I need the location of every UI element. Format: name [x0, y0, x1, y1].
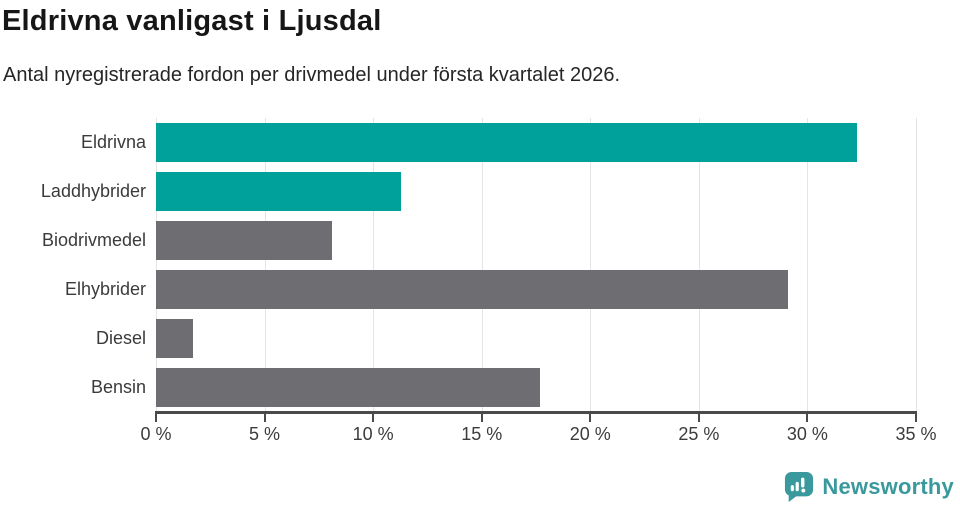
x-tick-15	[480, 414, 483, 422]
newsworthy-logo[interactable]: Newsworthy	[784, 471, 954, 502]
bar-row-bensin	[156, 363, 916, 412]
gridline-30	[807, 118, 809, 412]
x-tick-label-10: 10 %	[352, 424, 394, 444]
bar-bensin	[156, 368, 541, 407]
x-tick-25	[697, 414, 700, 422]
x-tick-30	[806, 414, 809, 422]
x-tick-label-15: 15 %	[461, 424, 503, 444]
chart-subtitle: Antal nyregistrerade fordon per drivmede…	[3, 64, 621, 86]
x-tick-label-0: 0 %	[140, 424, 172, 444]
newsworthy-icon	[784, 471, 814, 502]
category-axis: Eldrivna Laddhybrider Biodrivmedel Elhybrid…	[0, 118, 146, 412]
plot-area	[156, 118, 917, 412]
bar-diesel	[156, 319, 193, 358]
bar-row-eldrivna	[156, 118, 916, 167]
bar-row-laddhybrider	[156, 167, 916, 216]
bar-laddhybrider	[156, 172, 402, 211]
x-tick-label-20: 20 %	[569, 424, 611, 444]
gridline-0	[156, 118, 157, 412]
x-tick-35	[915, 414, 917, 422]
x-tick-label-5: 5 %	[249, 424, 281, 444]
bar-row-biodrivmedel	[156, 216, 916, 265]
bar-row-diesel	[156, 314, 916, 363]
gridline-5	[264, 118, 266, 412]
category-label-biodrivmedel: Biodrivmedel	[41, 230, 146, 250]
x-tick-20	[589, 414, 592, 422]
x-axis-line	[155, 411, 917, 414]
x-tick-5	[263, 414, 266, 422]
category-label-bensin: Bensin	[90, 377, 146, 397]
gridline-25	[698, 118, 700, 412]
category-label-diesel: Diesel	[95, 328, 146, 348]
gridline-35	[916, 118, 917, 412]
x-tick-0	[155, 414, 157, 422]
x-tick-label-35: 35 %	[895, 424, 937, 444]
category-label-elhybrider: Elhybrider	[64, 279, 146, 299]
category-label-eldrivna: Eldrivna	[80, 132, 146, 152]
gridline-10	[373, 118, 375, 412]
x-tick-label-30: 30 %	[786, 424, 828, 444]
bar-chart: Eldrivna Laddhybrider Biodrivmedel Elhybrid…	[0, 118, 960, 458]
bar-eldrivna	[156, 123, 858, 162]
x-tick-10	[372, 414, 375, 422]
category-label-laddhybrider: Laddhybrider	[40, 181, 146, 201]
x-tick-label-25: 25 %	[678, 424, 720, 444]
bar-row-elhybrider	[156, 265, 916, 314]
gridline-20	[590, 118, 592, 412]
bar-biodrivmedel	[156, 221, 332, 260]
gridline-15	[481, 118, 483, 412]
page-title: Eldrivna vanligast i Ljusdal	[2, 5, 382, 37]
bar-elhybrider	[156, 270, 788, 309]
newsworthy-logo-text: Newsworthy	[822, 473, 954, 499]
